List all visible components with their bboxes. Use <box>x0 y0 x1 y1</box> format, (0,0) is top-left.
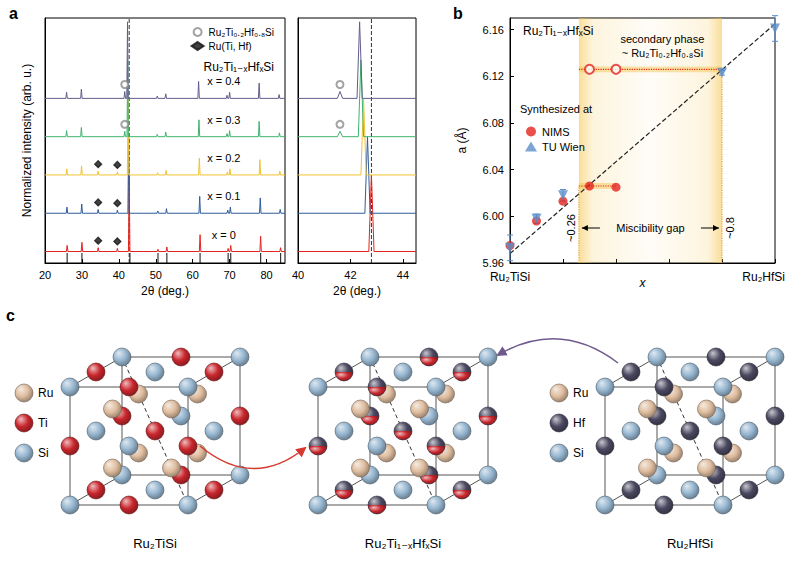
svg-text:c: c <box>6 307 15 324</box>
svg-text:x = 0.2: x = 0.2 <box>207 152 240 164</box>
svg-text:x = 0.1: x = 0.1 <box>207 190 240 202</box>
svg-text:Ru₂Ti₁₋ₓHfₓSi: Ru₂Ti₁₋ₓHfₓSi <box>523 24 593 38</box>
svg-text:2θ (deg.): 2θ (deg.) <box>141 284 189 298</box>
svg-text:Ru₂Ti₀.₂Hf₀.₈Si: Ru₂Ti₀.₂Hf₀.₈Si <box>209 27 274 38</box>
svg-text:6.00: 6.00 <box>483 210 504 222</box>
svg-text:44: 44 <box>397 269 409 281</box>
svg-text:30: 30 <box>76 269 88 281</box>
svg-text:TU Wien: TU Wien <box>542 141 585 153</box>
svg-text:~ Ru₂Ti₀.₂Hf₀.₈Si: ~ Ru₂Ti₀.₂Hf₀.₈Si <box>622 47 703 59</box>
svg-text:Ru₂HfSi: Ru₂HfSi <box>667 536 713 551</box>
svg-text:~0.8: ~0.8 <box>724 217 736 239</box>
svg-text:80: 80 <box>260 269 272 281</box>
svg-text:Ru₂TiSi: Ru₂TiSi <box>490 270 530 284</box>
svg-text:20: 20 <box>39 269 51 281</box>
svg-text:40: 40 <box>113 269 125 281</box>
svg-text:40: 40 <box>292 269 304 281</box>
svg-text:secondary phase: secondary phase <box>620 33 704 45</box>
svg-text:Ti: Ti <box>38 416 48 430</box>
svg-text:~0.26: ~0.26 <box>565 214 577 242</box>
svg-text:6.08: 6.08 <box>483 117 504 129</box>
svg-text:42: 42 <box>344 269 356 281</box>
svg-text:Ru(Ti, Hf): Ru(Ti, Hf) <box>209 41 252 52</box>
svg-text:Si: Si <box>573 446 584 460</box>
svg-text:Ru₂HfSi: Ru₂HfSi <box>742 270 785 284</box>
svg-text:Hf: Hf <box>573 416 586 430</box>
svg-text:x = 0.3: x = 0.3 <box>207 114 240 126</box>
svg-text:a (Å): a (Å) <box>454 127 469 153</box>
svg-text:Normalized intensity (arb. u.): Normalized intensity (arb. u.) <box>20 64 34 217</box>
svg-text:x = 0.4: x = 0.4 <box>207 75 240 87</box>
svg-text:a: a <box>9 5 18 22</box>
svg-text:6.16: 6.16 <box>483 24 504 36</box>
svg-text:b: b <box>453 5 463 22</box>
svg-text:Ru₂Ti₁₋ₓHfₓSi: Ru₂Ti₁₋ₓHfₓSi <box>204 60 274 74</box>
svg-text:2θ (deg.): 2θ (deg.) <box>333 284 381 298</box>
svg-text:70: 70 <box>223 269 235 281</box>
svg-text:x = 0: x = 0 <box>212 229 236 241</box>
svg-text:Ru₂TiSi: Ru₂TiSi <box>133 536 177 551</box>
svg-text:NIMS: NIMS <box>542 126 570 138</box>
svg-text:60: 60 <box>187 269 199 281</box>
svg-text:Si: Si <box>38 446 49 460</box>
svg-text:6.12: 6.12 <box>483 70 504 82</box>
svg-text:Ru: Ru <box>38 386 53 400</box>
svg-text:5.96: 5.96 <box>483 257 504 269</box>
svg-text:Miscibility gap: Miscibility gap <box>616 222 684 234</box>
svg-text:Synthesized at: Synthesized at <box>520 103 592 115</box>
svg-text:Ru₂Ti₁₋ₓHfₓSi: Ru₂Ti₁₋ₓHfₓSi <box>365 536 441 551</box>
svg-text:x: x <box>639 276 647 290</box>
svg-text:Ru: Ru <box>573 386 588 400</box>
svg-text:50: 50 <box>150 269 162 281</box>
svg-text:6.04: 6.04 <box>483 164 504 176</box>
